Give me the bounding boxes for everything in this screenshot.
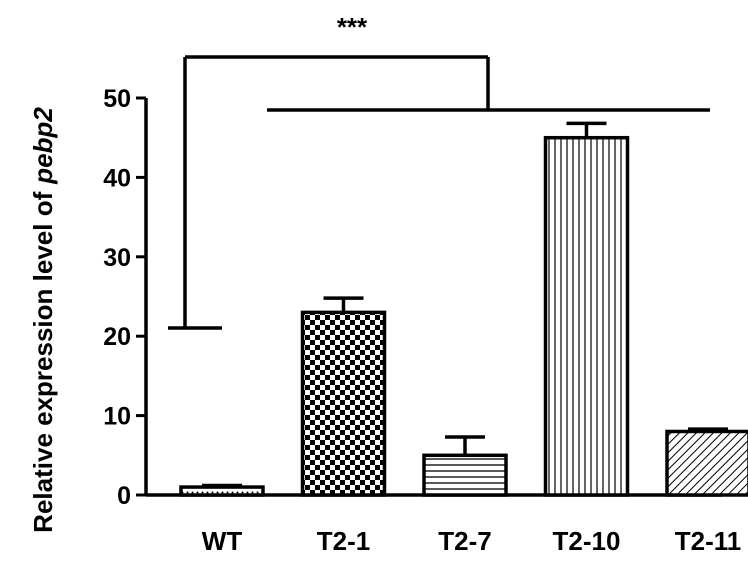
y-axis: 0 10 20 30 40 50 <box>103 85 148 510</box>
x-tick-label: WT <box>202 526 243 556</box>
x-tick-label: T2-7 <box>438 526 491 556</box>
y-axis-title-gene: pebp2 <box>28 107 58 185</box>
significance-bracket: *** <box>168 12 710 330</box>
y-tick-label: 30 <box>103 244 131 272</box>
x-tick-label: T2-1 <box>317 526 370 556</box>
bar-t2-7 <box>422 453 508 497</box>
y-tick-label: 10 <box>103 403 131 431</box>
x-tick-label: T2-10 <box>553 526 621 556</box>
y-axis-title-text: Relative expression level of <box>28 191 58 532</box>
y-tick-label: 40 <box>103 164 131 192</box>
category-labels: WT T2-1 T2-7 T2-10 T2-11 <box>202 526 741 556</box>
bar-t2-10 <box>543 135 630 497</box>
bars <box>179 121 748 497</box>
y-tick-label: 20 <box>103 323 131 351</box>
y-tick-label: 50 <box>103 85 131 113</box>
bar-wt <box>179 485 265 497</box>
bar-t2-11 <box>665 429 748 497</box>
y-tick-label: 0 <box>117 482 131 510</box>
bar-t2-1 <box>300 310 387 497</box>
x-tick-label: T2-11 <box>675 526 742 556</box>
significance-label: *** <box>337 12 368 42</box>
y-axis-title: Relative expression level of pebp2 <box>28 107 58 533</box>
